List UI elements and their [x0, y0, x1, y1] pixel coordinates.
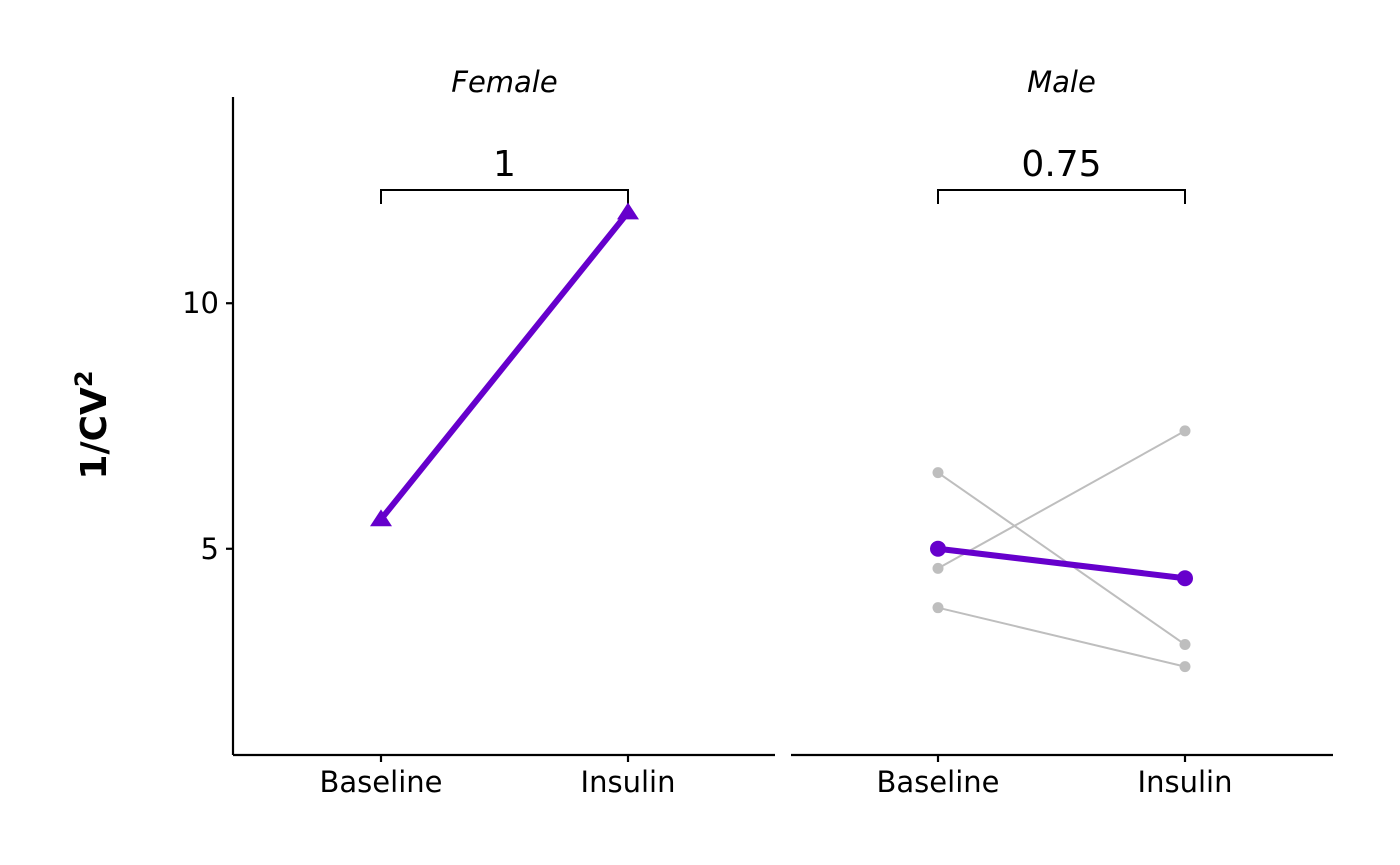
individual-point [1179, 639, 1191, 651]
y-axis-title: 1/CV2 [70, 370, 115, 479]
y-tick-label: 5 [201, 532, 219, 566]
x-tick-label: Insulin [1138, 765, 1233, 799]
individual-point [1179, 425, 1191, 437]
p-value-label: 0.75 [1021, 144, 1101, 185]
facet-title-female: Female [451, 65, 557, 99]
individual-line [937, 606, 1186, 668]
significance-bracket [380, 189, 629, 204]
mean-line [378, 209, 631, 523]
individual-point [1179, 661, 1191, 673]
individual-point [932, 562, 944, 574]
mean-point [1177, 570, 1193, 587]
mean-point [370, 509, 392, 527]
individual-line [937, 430, 1186, 570]
y-axis-title-superscript: 2 [70, 370, 98, 387]
x-tick-label: Baseline [320, 765, 443, 799]
significance-bracket [937, 189, 1186, 204]
mean-point [617, 202, 639, 220]
y-tick-label: 10 [182, 286, 219, 320]
mean-line [935, 545, 1188, 582]
p-value-label: 1 [493, 144, 516, 185]
x-tick-label: Baseline [877, 765, 1000, 799]
facet-title-male: Male [1027, 65, 1096, 99]
individual-line [937, 471, 1186, 646]
x-tick-label: Insulin [581, 765, 676, 799]
y-axis-title-text: 1/CV [74, 387, 115, 480]
mean-point [930, 540, 946, 557]
individual-point [932, 602, 944, 614]
individual-point [932, 467, 944, 479]
plot-marks: 5 10 Female Baseline Insulin 1 Male Baseline Ins… [182, 65, 1333, 799]
